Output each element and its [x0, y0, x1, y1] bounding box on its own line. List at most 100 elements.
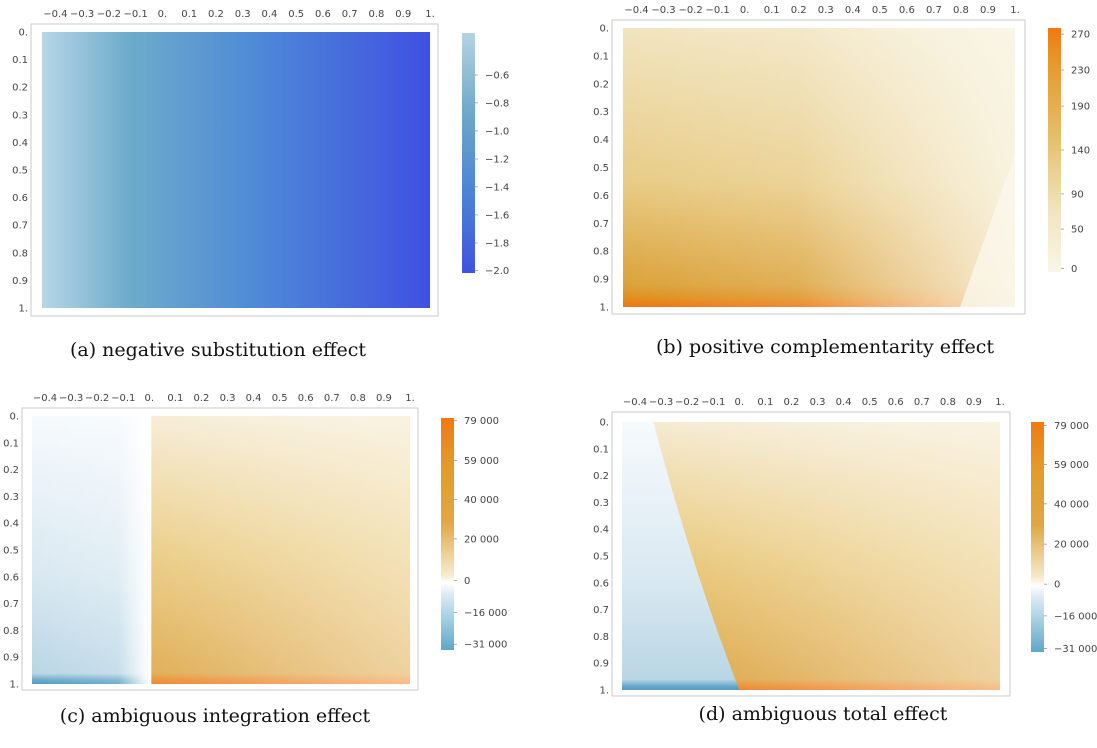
colorbar-label: −1.2	[485, 155, 509, 166]
colorbar-label: 0	[464, 576, 470, 587]
x-tick-label: 0.6	[298, 393, 314, 404]
y-tick-label: 1.	[9, 680, 19, 691]
x-tick-label: 1.	[405, 393, 415, 404]
colorbar-scale	[1048, 28, 1061, 272]
x-tick-label: 0.4	[246, 393, 262, 404]
y-tick-label: 0.9	[3, 653, 19, 664]
colorbar: −0.6 −0.8 −1.0 −1.2 −1.4 −1.6 −1.8 −2.0	[462, 33, 509, 277]
x-tick-label: 0.5	[288, 9, 304, 20]
x-tick-label: −0.2	[675, 397, 699, 408]
colorbar-label: 140	[1071, 146, 1090, 157]
x-ticks: −0.4 −0.3 −0.2 −0.1 0. 0.1 0.2 0.3 0.4 0.5 0.6 0.7 0…	[623, 397, 1005, 408]
x-tick-label: 0.4	[261, 9, 277, 20]
x-tick-label: −0.3	[70, 9, 94, 20]
y-tick-label: 0.3	[12, 110, 28, 121]
y-tick-label: 0.8	[593, 632, 609, 643]
y-ticks: 0. 0.1 0.2 0.3 0.4 0.5 0.6 0.7 0.8 0.9 1.	[3, 412, 19, 691]
colorbar-label: 59 000	[1054, 460, 1089, 471]
y-tick-label: 0.5	[3, 546, 19, 557]
y-tick-label: 0.	[599, 418, 609, 429]
zero-line	[147, 416, 152, 684]
colorbar: 79 000 59 000 40 000 20 000 0 −16 000 −31 000	[1031, 421, 1097, 655]
panel-a: −0.4 −0.3 −0.2 −0.1 0. 0.1 0.2 0.3 0.4 0.5 0.6 0.7 0…	[12, 9, 509, 361]
y-tick-label: 0.1	[593, 51, 609, 62]
x-ticks: −0.4 −0.3 −0.2 −0.1 0. 0.1 0.2 0.3 0.4 0.5 0.6 0.7 0…	[624, 5, 1019, 16]
y-tick-label: 0.7	[3, 599, 19, 610]
x-tick-label: 0.	[145, 393, 155, 404]
heatmap-field	[42, 32, 430, 308]
colorbar-label: −31 000	[464, 640, 507, 651]
x-tick-label: −0.4	[623, 397, 647, 408]
x-tick-label: 0.3	[818, 5, 834, 16]
y-tick-label: 1.	[599, 686, 609, 697]
colorbar-scale	[462, 33, 475, 273]
x-tick-label: 1.	[425, 9, 435, 20]
x-tick-label: 0.3	[220, 393, 236, 404]
colorbar-label: 20 000	[1054, 540, 1089, 551]
x-tick-label: 0.8	[350, 393, 366, 404]
colorbar-label: 90	[1071, 189, 1084, 200]
x-tick-label: 0.7	[926, 5, 942, 16]
y-tick-label: 0.7	[593, 605, 609, 616]
x-tick-label: 1.	[995, 397, 1005, 408]
x-tick-label: 0.7	[342, 9, 358, 20]
y-tick-label: 0.6	[593, 191, 609, 202]
heatmap-negative-shade	[32, 416, 148, 684]
x-tick-label: 0.6	[315, 9, 331, 20]
panel-d: −0.4 −0.3 −0.2 −0.1 0. 0.1 0.2 0.3 0.4 0.5 0.6 0.7 0…	[593, 397, 1097, 725]
colorbar-scale	[441, 418, 454, 650]
panel-caption: (b) positive complementarity effect	[656, 336, 994, 358]
x-tick-label: 0.1	[764, 5, 780, 16]
x-tick-label: 0.6	[899, 5, 915, 16]
panel-caption: (d) ambiguous total effect	[699, 703, 948, 725]
y-tick-label: 0.	[18, 28, 28, 39]
x-tick-label: 0.1	[757, 397, 773, 408]
x-tick-label: −0.2	[97, 9, 121, 20]
x-tick-label: 0.7	[914, 397, 930, 408]
heatmap-shade	[623, 28, 1015, 307]
y-tick-label: 0.2	[3, 465, 19, 476]
y-tick-label: 0.7	[593, 219, 609, 230]
colorbar-label: 190	[1071, 102, 1090, 113]
colorbar-label: −1.8	[485, 239, 509, 250]
colorbar-label: 59 000	[464, 456, 499, 467]
x-ticks: −0.4 −0.3 −0.2 −0.1 0. 0.1 0.2 0.3 0.4 0.5 0.6 0.7 0…	[43, 9, 435, 20]
x-tick-label: −0.3	[649, 397, 673, 408]
x-tick-label: −0.1	[111, 393, 135, 404]
y-tick-label: 0.6	[3, 572, 19, 583]
y-tick-label: 0.1	[593, 444, 609, 455]
x-tick-label: −0.1	[124, 9, 148, 20]
y-tick-label: 1.	[599, 303, 609, 314]
colorbar-label: 40 000	[1054, 499, 1089, 510]
y-tick-label: 0.3	[593, 107, 609, 118]
y-tick-label: 0.8	[12, 248, 28, 259]
x-tick-label: 0.1	[181, 9, 197, 20]
x-tick-label: 0.9	[376, 393, 392, 404]
y-tick-label: 0.7	[12, 221, 28, 232]
heatmap-negative	[622, 422, 740, 690]
y-ticks: 0. 0.1 0.2 0.3 0.4 0.5 0.6 0.7 0.8 0.9 1.	[12, 28, 28, 315]
heatmap	[622, 422, 1000, 690]
x-tick-label: −0.4	[624, 5, 648, 16]
colorbar-label: −1.0	[485, 126, 509, 137]
colorbar: 270 230 190 140 90 50 0	[1048, 28, 1090, 275]
colorbar-label: 20 000	[464, 534, 499, 545]
heatmap-corner	[960, 153, 1015, 307]
x-tick-label: 0.6	[888, 397, 904, 408]
panel-caption: (c) ambiguous integration effect	[60, 705, 371, 727]
y-tick-label: 0.9	[593, 275, 609, 286]
x-tick-label: 0.2	[208, 9, 224, 20]
y-tick-label: 0.2	[12, 83, 28, 94]
x-tick-label: 0.5	[862, 397, 878, 408]
y-tick-label: 1.	[18, 304, 28, 315]
y-tick-label: 0.9	[593, 659, 609, 670]
panel-b: −0.4 −0.3 −0.2 −0.1 0. 0.1 0.2 0.3 0.4 0.5 0.6 0.7 0…	[593, 5, 1090, 358]
panel-c: −0.4 −0.3 −0.2 −0.1 0. 0.1 0.2 0.3 0.4 0.5 0.6 0.7 0…	[3, 393, 507, 727]
x-tick-label: 0.2	[791, 5, 807, 16]
colorbar-scale	[1031, 422, 1044, 652]
colorbar-label: 230	[1071, 65, 1090, 76]
x-tick-label: 0.9	[395, 9, 411, 20]
y-tick-label: 0.8	[3, 626, 19, 637]
x-ticks: −0.4 −0.3 −0.2 −0.1 0. 0.1 0.2 0.3 0.4 0.5 0.6 0.7 0…	[33, 393, 415, 404]
